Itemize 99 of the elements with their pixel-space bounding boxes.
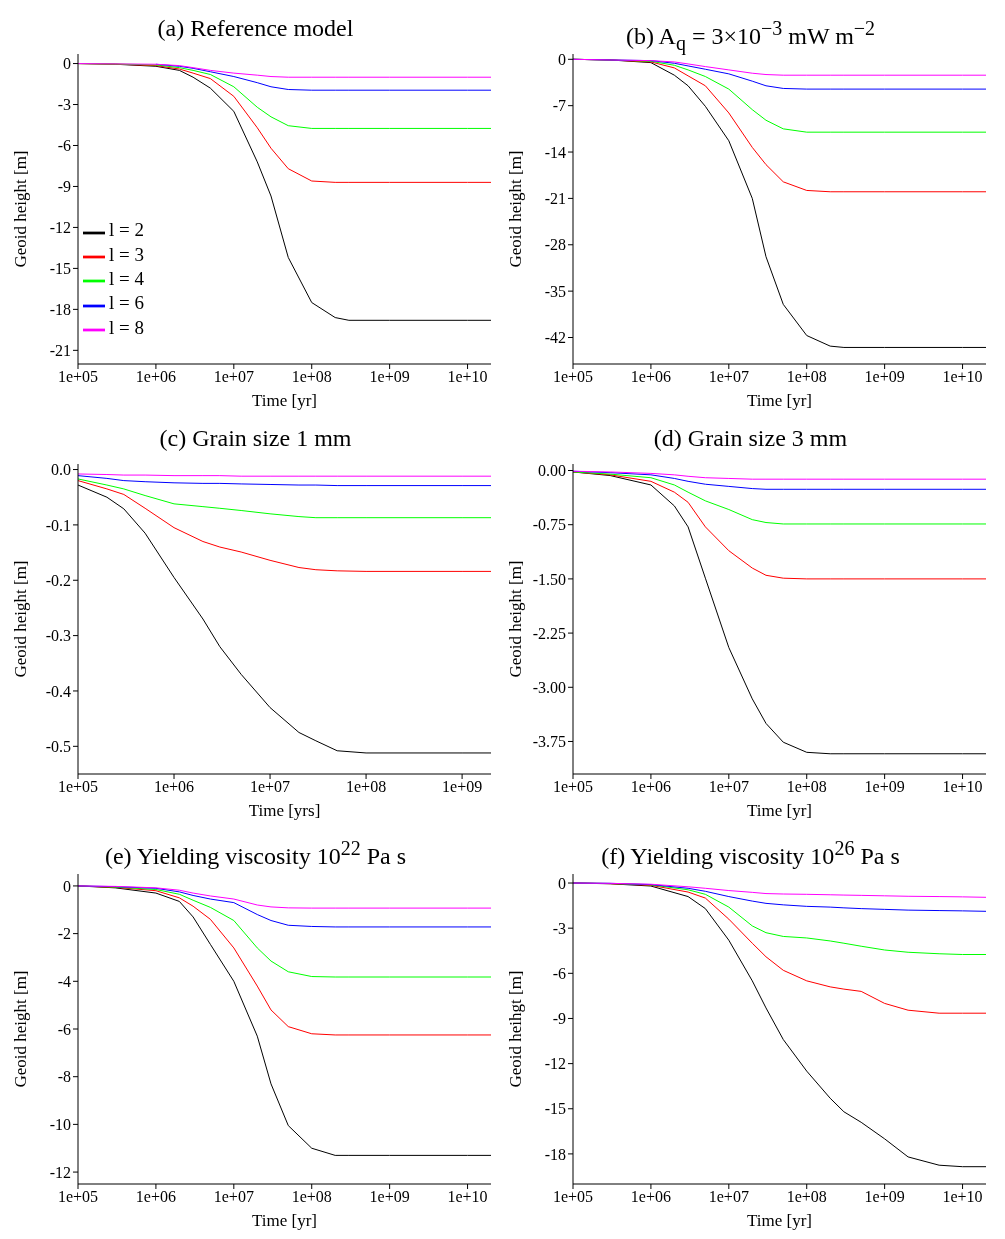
legend-label: l = 3 xyxy=(109,243,144,265)
chart-title: (b) A$_{q}$ = 3×10$^{−3}$ mW m$^{−2}$ xyxy=(624,16,877,54)
x-tick-label: 1e+08 xyxy=(291,1188,332,1206)
x-tick-label: 1e+07 xyxy=(249,778,291,796)
y-tick-label: -21 xyxy=(49,342,71,360)
y-tick-label: -3.75 xyxy=(532,733,566,751)
x-axis-title: Time [yr] xyxy=(746,801,813,820)
y-axis-title: Geoid height [m] xyxy=(506,150,526,268)
x-tick-label: 1e+10 xyxy=(942,368,983,386)
x-tick-label: 1e+07 xyxy=(213,1188,254,1206)
x-tick-label: 1e+06 xyxy=(630,368,671,386)
y-tick-label: 0 xyxy=(63,55,71,73)
x-tick-label: 1e+08 xyxy=(786,778,827,796)
y-tick-label: -3 xyxy=(552,919,566,937)
y-tick-label: -0.2 xyxy=(45,571,71,589)
chart-title: (f) Yielding viscosity 10$^{26}$ Pa s xyxy=(600,836,901,869)
x-axis-title: Time [yr] xyxy=(746,1211,813,1230)
y-tick-label: -9 xyxy=(552,1010,566,1028)
y-tick-label: -2.25 xyxy=(532,624,566,642)
x-tick-label: 1e+05 xyxy=(57,778,99,796)
x-tick-label: 1e+06 xyxy=(630,1188,671,1206)
chart-title: (d) Grain size 3 mm xyxy=(652,424,849,453)
x-axis-title: Time [yrs] xyxy=(248,801,321,820)
y-tick-label: -4 xyxy=(57,972,71,990)
y-tick-label: 0.0 xyxy=(51,461,71,479)
y-tick-label: -18 xyxy=(544,1145,566,1163)
y-tick-label: -0.4 xyxy=(45,682,71,700)
y-tick-label: -6 xyxy=(552,965,566,982)
y-tick-label: -12 xyxy=(49,1163,71,1181)
y-axis-title: Geoid height [m] xyxy=(11,150,31,268)
y-tick-label: -18 xyxy=(49,301,71,319)
x-tick-label: 1e+10 xyxy=(942,778,983,796)
x-tick-label: 1e+09 xyxy=(369,368,410,386)
y-tick-label: -6 xyxy=(57,137,71,155)
y-tick-label: -3.00 xyxy=(532,678,566,696)
x-tick-label: 1e+09 xyxy=(369,1188,410,1206)
x-tick-label: 1e+06 xyxy=(135,368,176,386)
y-tick-label: -28 xyxy=(544,236,566,254)
y-tick-label: -12 xyxy=(544,1055,566,1073)
y-tick-label: -1.50 xyxy=(532,570,566,588)
y-tick-label: -6 xyxy=(57,1020,71,1038)
x-tick-label: 1e+06 xyxy=(630,778,671,796)
x-tick-label: 1e+07 xyxy=(708,368,749,386)
x-tick-label: 1e+05 xyxy=(552,368,594,386)
x-axis-title: Time [yr] xyxy=(746,391,813,410)
y-axis-title: Geoid height [m] xyxy=(11,560,31,678)
chart-title: (a) Reference model xyxy=(156,14,355,43)
y-axis-title: Geoid height [m] xyxy=(11,970,31,1088)
x-tick-label: 1e+07 xyxy=(213,368,254,386)
x-tick-label: 1e+06 xyxy=(153,778,195,796)
x-tick-label: 1e+05 xyxy=(552,778,594,796)
x-tick-label: 1e+09 xyxy=(864,778,905,796)
chart-title: (c) Grain size 1 mm xyxy=(158,424,353,453)
chart-title: (e) Yielding viscosity 10$^{22}$ Pa s xyxy=(103,836,408,869)
x-tick-label: 1e+10 xyxy=(447,368,488,386)
y-tick-label: -7 xyxy=(552,97,566,115)
y-tick-label: 0 xyxy=(63,877,71,895)
x-axis-title: Time [yr] xyxy=(251,1211,318,1230)
legend-label: l = 2 xyxy=(109,219,144,241)
y-tick-label: -35 xyxy=(544,282,566,300)
y-tick-label: -10 xyxy=(49,1116,71,1134)
x-tick-label: 1e+09 xyxy=(442,778,483,796)
legend-label: l = 4 xyxy=(109,268,144,290)
legend-label: l = 8 xyxy=(109,316,144,338)
x-tick-label: 1e+08 xyxy=(346,778,387,796)
legend-label: l = 6 xyxy=(109,292,144,314)
x-tick-label: 1e+06 xyxy=(135,1188,176,1206)
y-axis-title: Geoid height [m] xyxy=(506,560,526,678)
y-tick-label: -8 xyxy=(57,1068,71,1086)
y-tick-label: -2 xyxy=(57,925,71,943)
y-tick-label: 0.00 xyxy=(538,462,566,480)
y-tick-label: -0.75 xyxy=(532,516,566,534)
x-axis-title: Time [yr] xyxy=(251,391,318,410)
y-tick-label: -0.5 xyxy=(45,738,71,755)
y-tick-label: 0 xyxy=(558,874,566,892)
y-tick-label: 0 xyxy=(558,50,566,68)
y-tick-label: -0.1 xyxy=(45,516,71,534)
x-tick-label: 1e+05 xyxy=(57,1188,99,1206)
y-tick-label: -14 xyxy=(544,143,566,161)
x-tick-label: 1e+08 xyxy=(291,368,332,386)
x-tick-label: 1e+10 xyxy=(447,1188,488,1206)
y-tick-label: -3 xyxy=(57,96,71,114)
x-tick-label: 1e+05 xyxy=(57,368,99,386)
x-tick-label: 1e+09 xyxy=(864,368,905,386)
x-tick-label: 1e+10 xyxy=(942,1188,983,1206)
x-tick-label: 1e+07 xyxy=(708,778,749,796)
x-tick-label: 1e+07 xyxy=(708,1188,749,1206)
y-tick-label: -0.3 xyxy=(45,627,71,645)
y-tick-label: -9 xyxy=(57,178,71,196)
y-tick-label: -12 xyxy=(49,219,71,237)
x-tick-label: 1e+09 xyxy=(864,1188,905,1206)
y-tick-label: -15 xyxy=(49,260,71,278)
x-tick-label: 1e+08 xyxy=(786,368,827,386)
x-tick-label: 1e+05 xyxy=(552,1188,594,1206)
x-tick-label: 1e+08 xyxy=(786,1188,827,1206)
y-tick-label: -15 xyxy=(544,1100,566,1118)
y-tick-label: -42 xyxy=(544,329,566,347)
y-axis-title: Geoid heihgt [m] xyxy=(506,970,526,1088)
y-tick-label: -21 xyxy=(544,190,566,208)
